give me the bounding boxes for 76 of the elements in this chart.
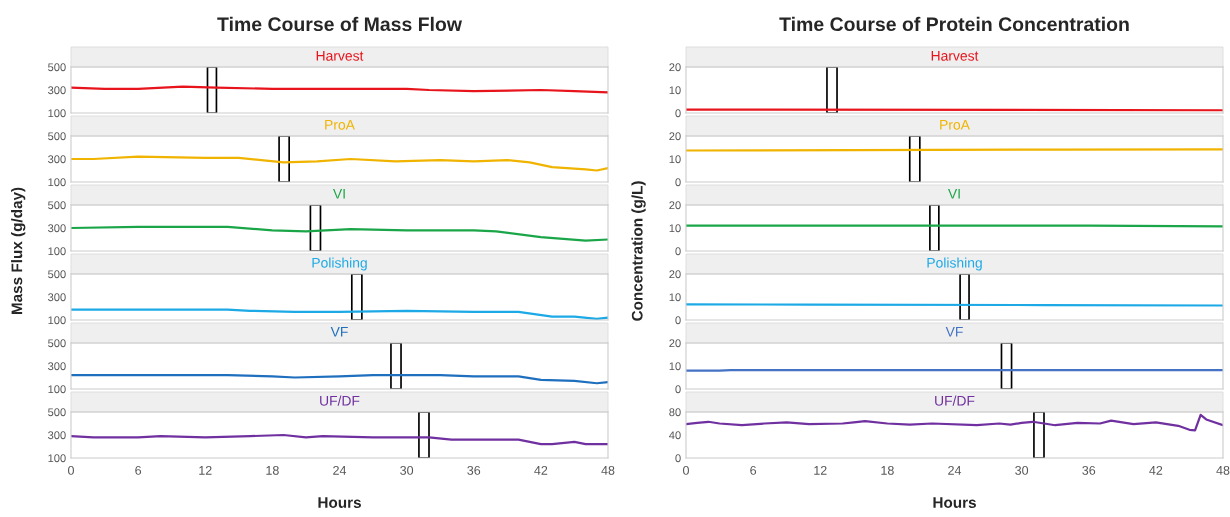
x-tick-label: 12	[814, 465, 827, 475]
y-tick-label: 300	[48, 86, 66, 95]
x-axis-title: Hours	[318, 497, 361, 508]
y-tick-label: 100	[48, 109, 66, 118]
text: VF	[945, 327, 963, 337]
y-tick-label: 100	[48, 247, 66, 256]
x-tick-label: 36	[1082, 465, 1096, 475]
y-tick-label: 300	[48, 155, 66, 164]
x-tick-label: 24	[333, 465, 347, 475]
x-tick-label: 18	[266, 465, 279, 475]
y-tick-label: 500	[48, 339, 66, 348]
x-tick-label: 12	[199, 465, 212, 475]
y-axis-title: Mass Flux (g/day)	[11, 187, 26, 315]
text: UF/DF	[320, 395, 360, 406]
y-tick-label: 300	[48, 293, 66, 302]
y-tick-label: 80	[669, 408, 681, 417]
text: Polishing	[927, 257, 982, 271]
y-tick-label: 100	[48, 178, 66, 187]
y-tick-label: 500	[48, 132, 66, 141]
text: VI	[333, 189, 345, 199]
y-tick-label: 500	[48, 201, 66, 210]
y-tick-label: 20	[669, 132, 681, 141]
line-series	[71, 155, 608, 172]
line-series	[71, 225, 608, 242]
text: Polishing	[312, 257, 367, 271]
y-tick-label: 0	[675, 316, 681, 325]
line-series	[71, 374, 608, 385]
x-tick-label: 48	[1216, 465, 1230, 475]
y-tick-label: 100	[48, 385, 66, 394]
x-tick-label: 24	[948, 465, 962, 475]
x-tick-label: 36	[467, 465, 481, 475]
x-tick-label: 18	[881, 465, 894, 475]
x-tick-label: 30	[400, 465, 414, 475]
text: Harvest	[316, 51, 364, 61]
x-tick-label: 0	[683, 465, 689, 475]
x-tick-label: 6	[750, 465, 757, 475]
y-tick-label: 500	[48, 270, 66, 279]
y-axis-title: Concentration (g/L)	[631, 181, 646, 321]
y-tick-label: 20	[669, 201, 681, 210]
x-tick-label: 30	[1015, 465, 1029, 475]
y-tick-label: 100	[48, 316, 66, 325]
y-tick-label: 0	[675, 109, 681, 118]
x-tick-label: 48	[601, 465, 615, 475]
y-tick-label: 500	[48, 63, 66, 72]
series-label: ProA	[940, 120, 970, 130]
line-series	[71, 433, 608, 446]
y-tick-label: 300	[48, 362, 66, 371]
y-tick-label: 500	[48, 408, 66, 417]
chart-title: Time Course of Mass Flow	[217, 16, 463, 32]
y-tick-label: 10	[669, 362, 681, 371]
x-tick-label: 42	[1149, 465, 1163, 475]
x-tick-label: 6	[135, 465, 142, 475]
y-tick-label: 300	[48, 431, 66, 440]
y-tick-label: 20	[669, 63, 681, 72]
y-tick-label: 0	[675, 385, 681, 394]
y-tick-label: 10	[669, 86, 681, 95]
y-tick-label: 0	[675, 178, 681, 187]
x-tick-label: 0	[68, 465, 74, 475]
y-tick-label: 10	[669, 293, 681, 302]
series-label: UF/DF	[935, 395, 975, 406]
chart-title: Time Course of Protein Concentration	[779, 16, 1129, 32]
x-tick-label: 42	[534, 465, 548, 475]
y-tick-label: 20	[669, 270, 681, 279]
y-tick-label: 10	[669, 224, 681, 233]
text: VF	[330, 327, 348, 337]
y-tick-label: 300	[48, 224, 66, 233]
series-label: VI	[948, 189, 960, 199]
x-axis-title: Hours	[933, 497, 976, 508]
y-tick-label: 20	[669, 339, 681, 348]
text: ProA	[325, 120, 355, 130]
text: Harvest	[931, 51, 979, 61]
y-tick-label: 10	[669, 155, 681, 164]
y-tick-label: 100	[48, 454, 66, 463]
y-tick-label: 40	[669, 431, 681, 440]
y-tick-label: 0	[675, 247, 681, 256]
y-tick-label: 0	[675, 454, 681, 463]
